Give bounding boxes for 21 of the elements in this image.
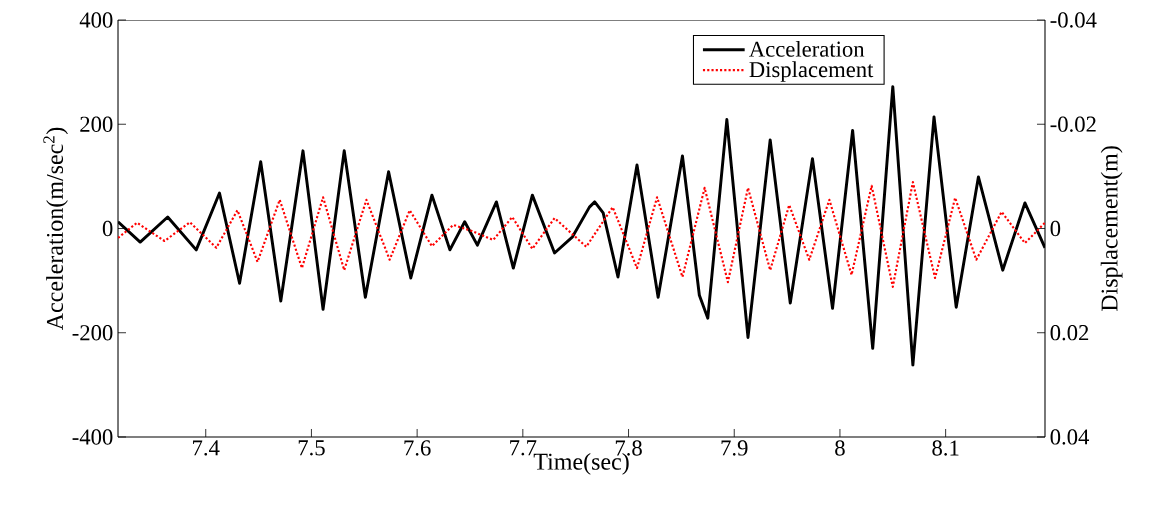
y-tick-label: 200	[80, 116, 113, 132]
x-tick-label: 8.1	[932, 440, 959, 456]
line-series	[118, 181, 1045, 288]
legend-label: Acceleration	[749, 40, 865, 57]
y-tick-label: 0	[102, 220, 113, 237]
y2-tick-label: -0.04	[1050, 12, 1097, 28]
y-tick-label: -400	[72, 429, 113, 445]
x-tick-label: 8	[835, 440, 845, 456]
y2-axis-title: Displacement(m)	[1100, 146, 1123, 312]
y2-tick-label: 0.04	[1050, 429, 1090, 445]
legend-label: Displacement	[749, 61, 874, 82]
x-tick-label: 7.6	[404, 440, 431, 456]
x-tick-label: 7.5	[298, 440, 325, 456]
y-tick-label: 400	[79, 12, 113, 28]
y2-tick-label: -0.02	[1050, 116, 1096, 132]
x-tick-label: 7.4	[193, 440, 220, 456]
y2-tick-label: 0.02	[1050, 325, 1089, 341]
y-axis-title: Acceleration(m/sec$^{2}$)	[43, 127, 68, 331]
y2-tick-label: 0	[1050, 220, 1061, 237]
y-tick-label: -200	[72, 325, 113, 341]
x-tick-label: 7.9	[721, 440, 748, 456]
